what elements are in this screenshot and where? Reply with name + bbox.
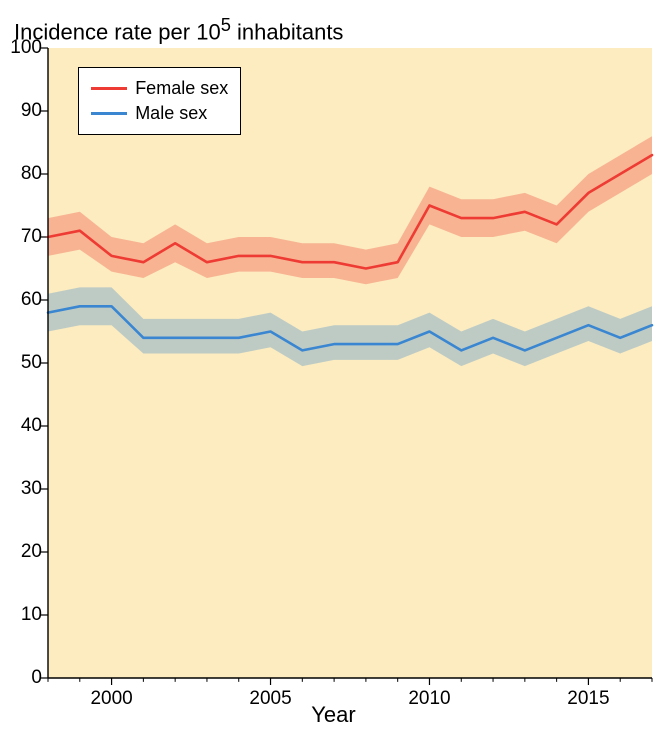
legend-row-female: Female sex — [91, 76, 228, 101]
y-tick-label: 100 — [4, 37, 42, 59]
legend: Female sex Male sex — [78, 67, 241, 135]
y-tick-label: 30 — [4, 478, 42, 500]
y-tick-label: 80 — [4, 163, 42, 185]
legend-row-male: Male sex — [91, 101, 228, 126]
y-tick-label: 60 — [4, 289, 42, 311]
y-tick-label: 40 — [4, 415, 42, 437]
legend-swatch-female — [91, 87, 127, 90]
legend-label-male: Male sex — [135, 103, 207, 124]
y-tick-label: 90 — [4, 100, 42, 122]
y-tick-label: 20 — [4, 541, 42, 563]
y-tick-label: 10 — [4, 604, 42, 626]
x-axis-label: Year — [0, 702, 667, 728]
chart-container: Incidence rate per 105 inhabitants 0 10 20… — [0, 0, 667, 740]
legend-label-female: Female sex — [135, 78, 228, 99]
y-tick-label: 50 — [4, 352, 42, 374]
y-tick-label: 70 — [4, 226, 42, 248]
y-tick-label: 0 — [4, 667, 42, 689]
legend-swatch-male — [91, 112, 127, 115]
plot-area — [48, 48, 652, 678]
chart-title: Incidence rate per 105 inhabitants — [14, 14, 343, 45]
